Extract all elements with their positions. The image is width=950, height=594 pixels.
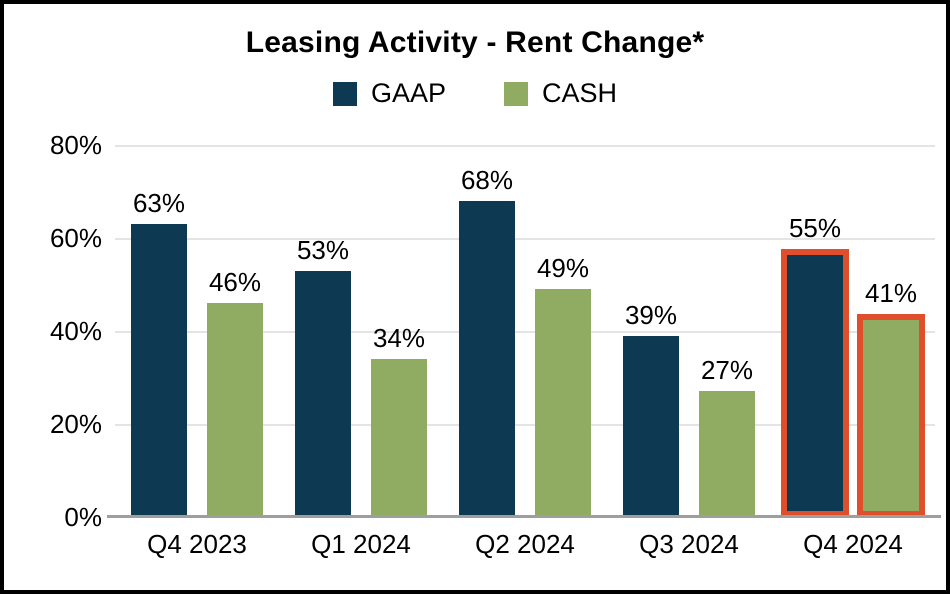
bar-unit: 63%	[131, 188, 187, 517]
bar-group-q2-2024: 68% 49%	[443, 165, 607, 517]
legend-item-gaap: GAAP	[332, 78, 446, 109]
x-axis-label-q2-2024: Q2 2024	[475, 529, 575, 559]
bar-data-label: 34%	[372, 323, 426, 353]
bar-data-label: 63%	[132, 188, 186, 218]
legend: GAAP CASH	[4, 78, 946, 109]
bar-unit: 41%	[857, 278, 925, 517]
gaap-legend-swatch	[332, 81, 357, 106]
bar-unit: 49%	[535, 253, 591, 517]
bar-unit: 34%	[371, 323, 427, 517]
cash-legend-swatch	[504, 81, 528, 106]
cash-bar	[207, 303, 263, 517]
x-axis-line	[107, 515, 941, 518]
bar-unit: 27%	[699, 355, 755, 517]
x-axis-label-q3-2024: Q3 2024	[639, 529, 739, 559]
legend-item-cash: CASH	[504, 78, 617, 109]
y-axis-tick-60: 60%	[49, 223, 102, 253]
x-axis-label-q1-2024: Q1 2024	[311, 529, 411, 559]
chart-title: Leasing Activity - Rent Change*	[245, 26, 705, 59]
gaap-bar	[781, 249, 849, 517]
bars-row: 63% 46% 53% 34% 68% 49% 39% 27% 55% 41%	[115, 145, 935, 517]
x-axis-label-q4-2024: Q4 2024	[803, 529, 903, 559]
gridline-60	[115, 238, 935, 240]
y-axis-tick-0: 0%	[64, 502, 102, 532]
bar-data-label: 39%	[624, 300, 678, 330]
bar-group-q4-2023: 63% 46%	[115, 188, 279, 517]
bar-unit: 39%	[623, 300, 679, 517]
bar-group-q1-2024: 53% 34%	[279, 235, 443, 517]
bar-data-label: 68%	[460, 165, 514, 195]
bar-data-label: 27%	[700, 355, 754, 385]
gaap-bar	[131, 224, 187, 517]
y-axis-tick-40: 40%	[49, 316, 102, 346]
cash-bar	[699, 391, 755, 517]
cash-legend-label: CASH	[542, 78, 618, 108]
y-axis-tick-20: 20%	[49, 409, 102, 439]
gaap-bar	[459, 201, 515, 517]
x-axis-labels: Q4 2023 Q1 2024 Q2 2024 Q3 2024 Q4 2024	[115, 529, 935, 560]
x-axis-label-q4-2023: Q4 2023	[147, 529, 247, 559]
cash-bar	[371, 359, 427, 517]
bar-unit: 53%	[295, 235, 351, 517]
bar-group-q4-2024: 55% 41%	[771, 213, 935, 517]
bar-data-label: 49%	[536, 253, 590, 283]
gaap-bar	[295, 271, 351, 517]
gridline-80	[115, 145, 935, 147]
bar-unit: 55%	[781, 213, 849, 517]
bar-data-label: 46%	[208, 267, 262, 297]
bar-data-label: 41%	[864, 278, 918, 308]
bar-group-q3-2024: 39% 27%	[607, 300, 771, 517]
y-axis-tick-80: 80%	[49, 130, 102, 160]
gaap-bar	[623, 336, 679, 517]
cash-bar	[535, 289, 591, 517]
gaap-legend-label: GAAP	[370, 78, 446, 108]
bar-data-label: 53%	[296, 235, 350, 265]
gridline-40	[115, 331, 935, 333]
cash-bar	[857, 314, 925, 517]
plot-area: 63% 46% 53% 34% 68% 49% 39% 27% 55% 41%	[115, 145, 935, 517]
bar-unit: 68%	[459, 165, 515, 517]
gridline-20	[115, 424, 935, 426]
bar-data-label: 55%	[788, 213, 842, 243]
bar-unit: 46%	[207, 267, 263, 517]
